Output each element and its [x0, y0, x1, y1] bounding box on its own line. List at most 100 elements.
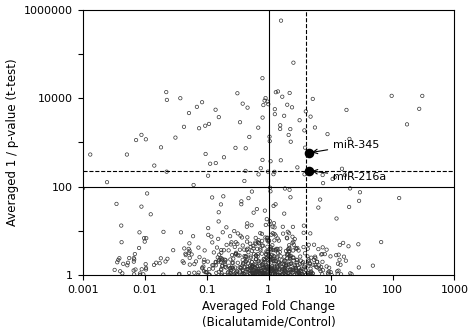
Point — [327, 254, 334, 259]
Point — [281, 186, 289, 191]
Point — [291, 263, 299, 268]
Point — [310, 257, 318, 263]
Point — [253, 246, 261, 252]
Point — [252, 241, 259, 246]
Point — [274, 272, 282, 278]
Point — [252, 265, 259, 270]
Point — [209, 195, 216, 200]
Point — [271, 238, 278, 243]
Point — [276, 266, 283, 271]
Point — [270, 253, 277, 259]
Point — [202, 151, 210, 157]
Point — [244, 105, 251, 110]
Point — [230, 228, 238, 234]
Point — [253, 268, 261, 274]
Point — [289, 240, 296, 245]
Point — [186, 255, 193, 261]
Point — [246, 134, 253, 140]
Point — [276, 126, 284, 132]
Point — [247, 265, 255, 271]
Point — [333, 216, 340, 221]
Point — [201, 270, 209, 275]
Point — [278, 268, 285, 273]
Point — [317, 264, 325, 270]
Point — [298, 266, 305, 272]
Point — [260, 270, 268, 276]
Point — [273, 246, 281, 252]
Point — [275, 260, 283, 265]
Point — [355, 265, 363, 270]
Point — [159, 272, 167, 277]
Point — [296, 262, 304, 267]
Point — [311, 262, 319, 268]
Point — [324, 132, 331, 137]
Point — [283, 262, 290, 268]
Point — [281, 258, 288, 264]
Point — [252, 240, 259, 245]
Point — [310, 242, 318, 247]
Point — [307, 231, 314, 236]
Point — [261, 258, 269, 263]
Point — [318, 252, 325, 257]
Point — [301, 263, 309, 268]
Point — [305, 272, 312, 278]
Point — [210, 250, 218, 255]
Point — [295, 248, 302, 253]
Point — [180, 124, 188, 130]
Point — [270, 172, 277, 177]
Point — [247, 244, 255, 249]
Point — [261, 273, 268, 278]
Point — [262, 235, 269, 240]
Point — [219, 194, 227, 199]
Point — [247, 271, 255, 277]
Point — [254, 268, 261, 274]
Point — [293, 258, 301, 263]
Point — [249, 264, 256, 269]
Point — [252, 253, 260, 258]
Point — [292, 266, 300, 271]
Point — [256, 246, 264, 251]
Point — [226, 270, 234, 276]
Point — [199, 265, 206, 270]
Point — [307, 270, 315, 275]
Point — [202, 270, 210, 275]
Point — [150, 262, 158, 268]
Point — [281, 267, 288, 273]
Point — [309, 271, 317, 276]
Point — [298, 271, 306, 277]
Point — [284, 270, 292, 276]
Point — [271, 264, 278, 269]
Point — [214, 255, 221, 260]
Point — [241, 272, 248, 277]
Point — [185, 246, 192, 252]
Point — [346, 186, 354, 191]
Point — [199, 266, 206, 271]
Point — [191, 270, 198, 276]
Point — [252, 235, 259, 240]
Point — [186, 241, 193, 246]
Point — [261, 271, 269, 276]
Point — [241, 254, 248, 259]
Point — [221, 264, 228, 270]
Point — [259, 263, 266, 268]
Point — [319, 252, 326, 257]
Point — [266, 272, 273, 277]
Point — [241, 264, 248, 270]
Point — [306, 261, 313, 266]
Point — [299, 260, 307, 265]
Point — [248, 248, 255, 254]
Point — [286, 90, 293, 96]
Point — [250, 246, 257, 251]
Point — [246, 268, 253, 273]
Point — [267, 248, 275, 253]
Point — [201, 257, 208, 263]
Point — [273, 268, 280, 274]
Point — [290, 266, 297, 271]
Point — [264, 235, 271, 240]
Point — [240, 247, 248, 252]
Point — [256, 230, 264, 236]
Point — [237, 233, 244, 238]
Point — [194, 272, 202, 278]
Point — [240, 271, 247, 277]
Point — [252, 253, 260, 258]
